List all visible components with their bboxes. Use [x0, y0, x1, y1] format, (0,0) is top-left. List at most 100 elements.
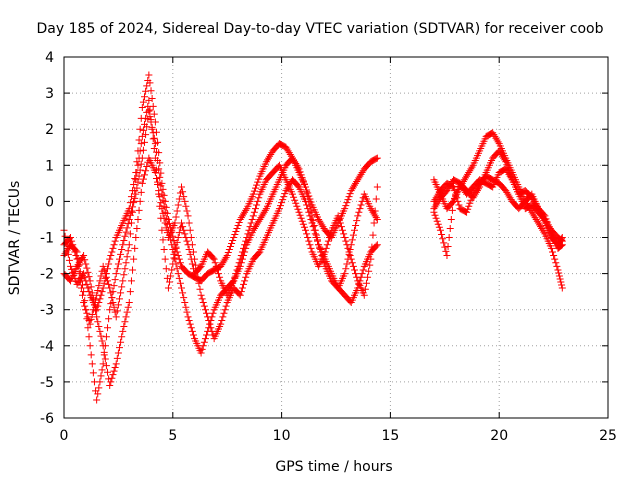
data-point — [86, 320, 94, 328]
data-point — [107, 252, 115, 260]
data-point — [555, 269, 563, 277]
data-point — [447, 179, 455, 187]
data-point — [307, 215, 315, 223]
data-point — [138, 179, 146, 187]
data-point — [173, 207, 181, 215]
data-point — [102, 273, 110, 281]
data-point — [173, 238, 181, 246]
data-point — [551, 255, 559, 263]
data-point — [368, 243, 376, 251]
data-point — [133, 169, 141, 177]
data-point — [87, 351, 95, 359]
data-point — [162, 224, 170, 232]
data-point — [131, 175, 139, 183]
data-point — [149, 135, 157, 143]
data-point — [186, 226, 194, 234]
data-point — [463, 208, 471, 216]
data-point — [124, 303, 132, 311]
data-point — [296, 211, 304, 219]
data-point — [109, 298, 117, 306]
data-point — [528, 208, 536, 216]
data-point — [184, 212, 192, 220]
data-point — [132, 176, 140, 184]
data-point — [549, 248, 557, 256]
data-point — [104, 324, 112, 332]
data-point — [141, 93, 149, 101]
data-point — [108, 294, 116, 302]
data-point — [237, 288, 245, 296]
data-point — [300, 223, 308, 231]
data-point — [233, 224, 241, 232]
data-point — [255, 249, 263, 257]
data-point — [135, 136, 143, 144]
data-point — [152, 175, 160, 183]
data-point — [300, 180, 308, 188]
data-point — [458, 183, 466, 191]
data-point — [96, 378, 104, 386]
data-point — [230, 234, 238, 241]
data-point — [241, 241, 249, 249]
data-point — [466, 199, 474, 207]
data-point — [89, 369, 97, 377]
data-point — [304, 205, 312, 213]
data-point — [142, 131, 150, 139]
data-point — [503, 161, 511, 169]
data-point — [352, 179, 360, 187]
data-point — [83, 280, 91, 288]
data-point — [220, 257, 228, 265]
data-point — [143, 163, 151, 171]
data-point — [302, 226, 310, 234]
data-point — [349, 231, 357, 239]
data-point — [209, 254, 217, 262]
data-point — [188, 327, 196, 335]
data-point — [117, 250, 125, 258]
data-point — [96, 277, 104, 285]
data-point — [146, 106, 154, 114]
data-point — [292, 159, 300, 167]
data-point — [174, 201, 182, 209]
data-point — [342, 265, 350, 273]
data-point — [117, 338, 125, 346]
data-point — [139, 146, 147, 154]
data-point — [547, 244, 555, 252]
data-point — [231, 273, 239, 281]
data-point — [446, 181, 454, 189]
data-point — [244, 230, 252, 238]
data-point — [238, 248, 246, 256]
data-point — [152, 166, 160, 174]
data-point — [93, 313, 101, 321]
data-point — [110, 241, 118, 249]
data-point — [222, 302, 230, 310]
data-point — [68, 265, 76, 273]
data-point — [217, 320, 225, 328]
data-point — [171, 248, 179, 256]
data-point — [188, 260, 196, 268]
data-point — [528, 194, 536, 202]
data-point — [157, 169, 165, 177]
data-point — [65, 256, 73, 264]
data-point — [203, 309, 211, 317]
data-point — [294, 182, 302, 190]
data-point — [498, 152, 506, 160]
data-point — [127, 219, 135, 227]
data-point — [221, 255, 229, 263]
y-tick-label: 4 — [45, 50, 54, 66]
data-point — [184, 241, 192, 249]
data-point — [192, 261, 200, 269]
data-point — [251, 184, 259, 192]
data-point — [461, 174, 469, 182]
data-point — [339, 226, 347, 234]
data-point — [169, 232, 177, 240]
data-point — [305, 237, 313, 245]
data-point — [288, 190, 296, 198]
data-point — [100, 266, 108, 274]
data-point — [200, 302, 208, 310]
x-tick-label: 5 — [168, 428, 177, 444]
data-point — [150, 134, 158, 142]
data-point — [97, 272, 105, 280]
data-point — [504, 190, 512, 198]
data-point — [438, 230, 446, 238]
data-point — [240, 280, 248, 288]
data-point — [182, 202, 190, 210]
